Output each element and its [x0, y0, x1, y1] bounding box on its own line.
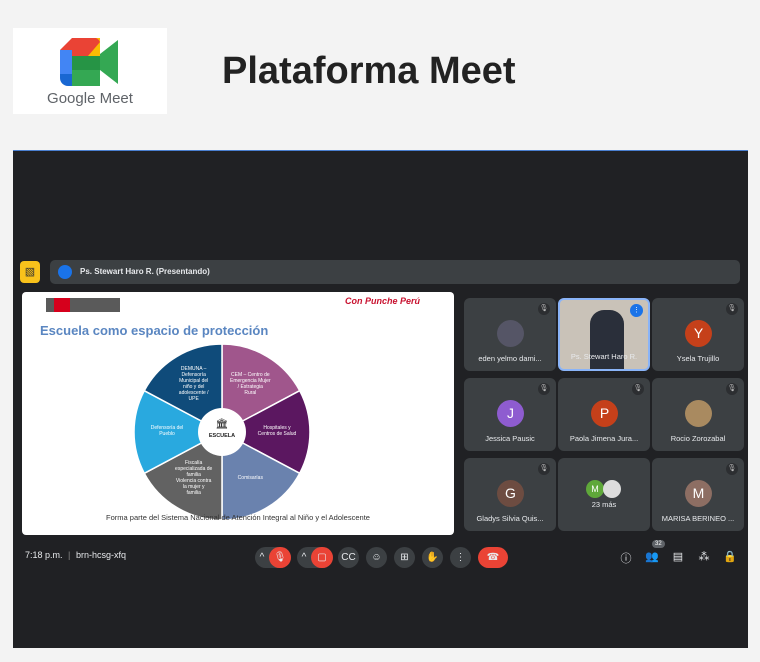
- activities-icon[interactable]: ⁂: [698, 551, 710, 563]
- host-controls-icon[interactable]: 🔒: [723, 551, 737, 563]
- wheel-label: Comisarías: [238, 475, 264, 481]
- avatar: [497, 320, 524, 347]
- participant-name: Ysela Trujillo: [676, 354, 720, 363]
- meet-icon: [60, 38, 118, 86]
- participant-name: eden yelmo dami...: [478, 354, 542, 363]
- participant-name: 23 más: [591, 500, 617, 509]
- wheel-segment: [143, 344, 223, 434]
- presentation-slide: Con Punche Perú Escuela como espacio de …: [22, 292, 454, 535]
- mic-off-icon: 🎙: [269, 547, 291, 568]
- wheel-label: DEMUNA – Defensoría Municipal del niño y de…: [179, 366, 209, 402]
- participant-name: MARISA BERINEO ...: [661, 514, 735, 523]
- brand-logo: Con Punche Perú: [344, 296, 420, 306]
- avatar: J: [497, 400, 524, 427]
- presenter-avatar: [58, 265, 72, 279]
- avatar: P: [591, 400, 618, 427]
- captions-button[interactable]: CC: [338, 547, 359, 568]
- google-meet-logo: Google Meet: [13, 28, 167, 114]
- participant-name: Ps. Stewart Haro R.: [570, 352, 638, 361]
- avatar: [603, 480, 621, 498]
- participant-tile[interactable]: 🎙 M MARISA BERINEO ...: [652, 458, 744, 531]
- wheel-label: Defensoría del Pueblo: [151, 425, 184, 437]
- avatar: M: [586, 480, 604, 498]
- slide-footer: Forma parte del Sistema Nacional de Aten…: [106, 513, 370, 522]
- logo-text: Google Meet: [47, 90, 133, 107]
- muted-icon: 🎙: [538, 463, 550, 475]
- more-options-button[interactable]: ⋮: [450, 547, 471, 568]
- mic-button[interactable]: ^ 🎙: [255, 547, 291, 568]
- avatar: Y: [685, 320, 712, 347]
- meeting-time: 7:18 p.m.: [25, 550, 63, 560]
- camera-button[interactable]: ^ ▢: [297, 547, 333, 568]
- wheel-segment: [221, 430, 301, 521]
- wheel-segment: [143, 430, 223, 521]
- participant-name: Rocio Zorozabal: [670, 434, 726, 443]
- participant-tile[interactable]: 🎙 Y Ysela Trujillo: [652, 298, 744, 371]
- participant-name: Jessica Pausic: [485, 434, 535, 443]
- avatar: [685, 400, 712, 427]
- emoji-button[interactable]: ☺: [366, 547, 387, 568]
- info-icon[interactable]: ⓘ: [620, 553, 632, 565]
- leave-call-button[interactable]: ☎: [478, 547, 508, 568]
- muted-icon: 🎙: [538, 383, 550, 395]
- participant-tile[interactable]: 🎙 eden yelmo dami...: [464, 298, 556, 371]
- camera-off-icon: ▢: [311, 547, 333, 568]
- video-feed: [590, 310, 624, 369]
- stop-presenting-icon[interactable]: ▧: [20, 261, 40, 283]
- protection-wheel: CEM – Centro de Emergencia Mujer / Estrate…: [133, 344, 311, 521]
- separator: |: [68, 550, 71, 560]
- participant-tile[interactable]: 🎙 G Gladys Silvia Quis...: [464, 458, 556, 531]
- muted-icon: 🎙: [726, 303, 738, 315]
- wheel-segment: [133, 389, 224, 475]
- participant-name: Paola Jimena Jura...: [569, 434, 639, 443]
- people-icon[interactable]: 👥: [645, 551, 659, 563]
- ministry-logo: [46, 298, 120, 312]
- avatar: G: [497, 480, 524, 507]
- school-center: [198, 408, 246, 456]
- speaking-icon: ⋮: [630, 304, 643, 317]
- participant-tile[interactable]: ⋮ Ps. Stewart Haro R.: [558, 298, 650, 371]
- participant-tile[interactable]: M 23 más: [558, 458, 650, 531]
- school-label: ESCUELA: [209, 433, 235, 439]
- muted-icon: 🎙: [632, 383, 644, 395]
- present-button[interactable]: ⊞: [394, 547, 415, 568]
- avatar: M: [685, 480, 712, 507]
- presenter-label: Ps. Stewart Haro R. (Presentando): [80, 267, 210, 276]
- participant-tile[interactable]: 🎙 P Paola Jimena Jura...: [558, 378, 650, 451]
- muted-icon: 🎙: [538, 303, 550, 315]
- participant-tile[interactable]: 🎙 Rocio Zorozabal: [652, 378, 744, 451]
- page-title: Plataforma Meet: [222, 50, 516, 92]
- meeting-code: brn-hcsg-xfq: [76, 550, 127, 560]
- school-icon: 🏛: [216, 418, 229, 430]
- wheel-label: CEM – Centro de Emergencia Mujer / Estrate…: [230, 372, 271, 396]
- muted-icon: 🎙: [726, 383, 738, 395]
- participant-tile[interactable]: 🎙 J Jessica Pausic: [464, 378, 556, 451]
- wheel-label: Fiscalía especializada de familia Violencia…: [175, 460, 212, 496]
- chat-icon[interactable]: ▤: [672, 551, 684, 563]
- muted-icon: 🎙: [726, 463, 738, 475]
- participant-count: 32: [652, 540, 665, 548]
- raise-hand-button[interactable]: ✋: [422, 547, 443, 568]
- wheel-segment: [220, 389, 311, 475]
- wheel-label: Hospitales y Centros de Salud: [258, 425, 297, 437]
- wheel-segment: [221, 344, 301, 434]
- presenter-bar: Ps. Stewart Haro R. (Presentando): [50, 260, 740, 284]
- participant-name: Gladys Silvia Quis...: [476, 514, 544, 523]
- slide-title: Escuela como espacio de protección: [40, 323, 269, 338]
